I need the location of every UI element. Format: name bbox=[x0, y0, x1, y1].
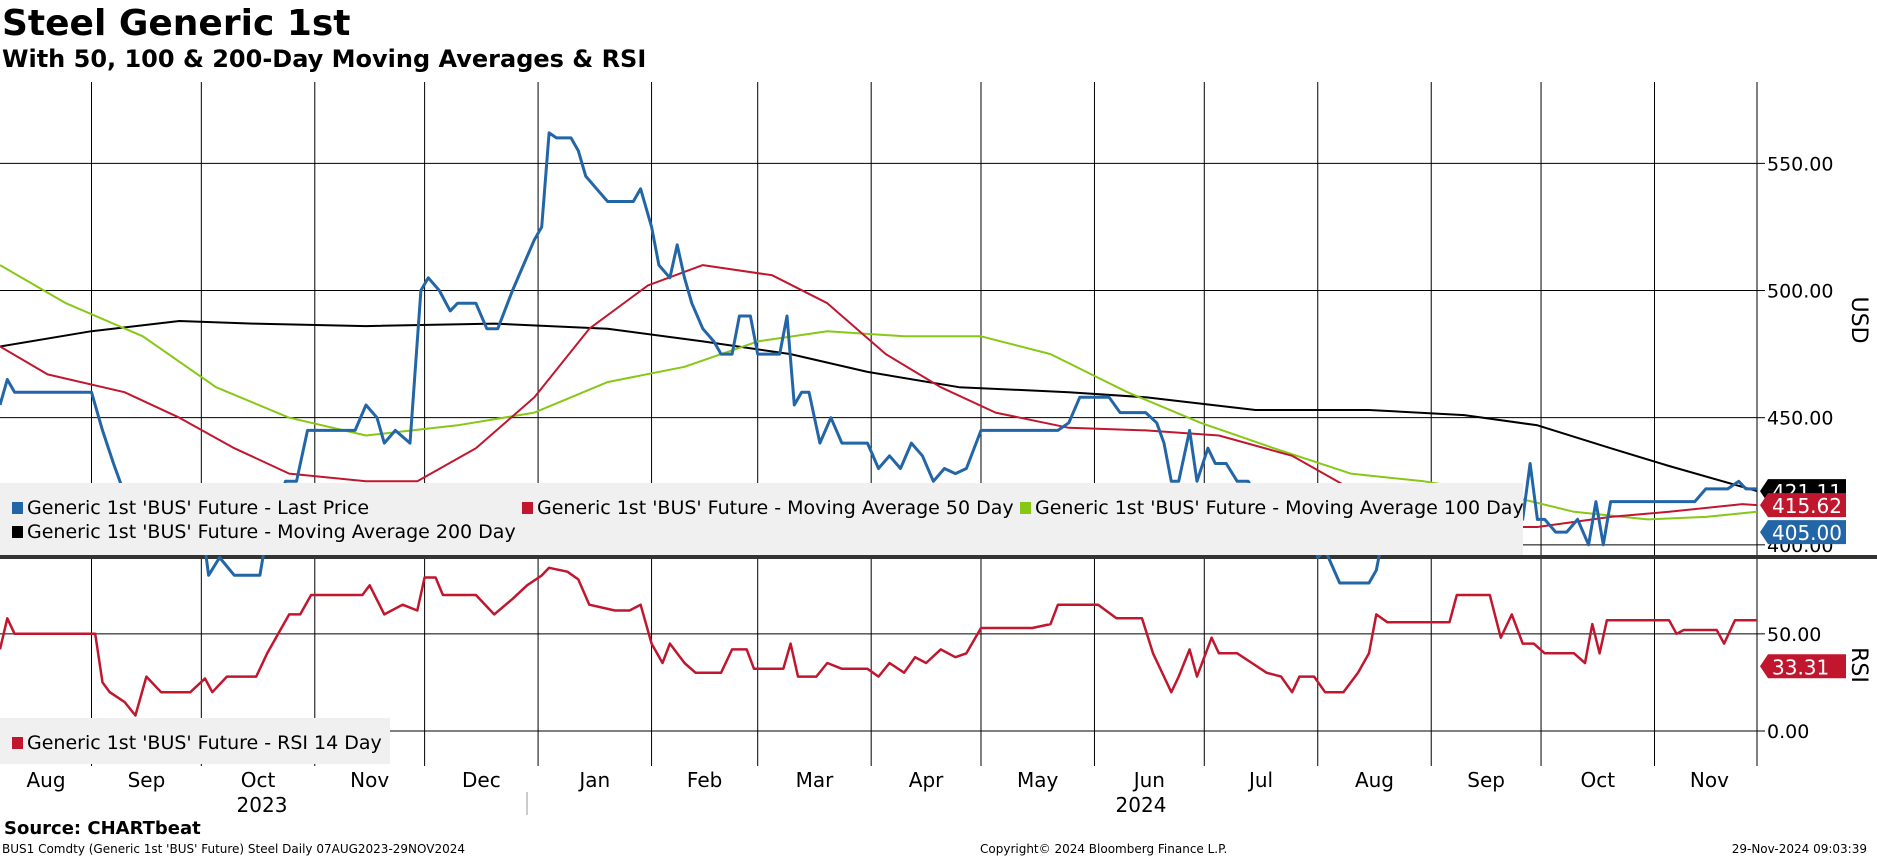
x-month-label: Feb bbox=[687, 768, 722, 792]
legend-rsi-swatch bbox=[12, 737, 23, 749]
x-month-label: Sep bbox=[1467, 768, 1505, 792]
last-price-value-tag-bg bbox=[1760, 520, 1846, 545]
x-month-label: Mar bbox=[796, 768, 835, 792]
rsi-tick-label: 0.00 bbox=[1767, 721, 1809, 743]
rsi-axis-title: RSI bbox=[1846, 647, 1871, 683]
rsi-tick-label: 50.00 bbox=[1767, 624, 1821, 646]
chart-subtitle: With 50, 100 & 200-Day Moving Averages &… bbox=[2, 45, 647, 73]
footer-copyright: Copyright© 2024 Bloomberg Finance L.P. bbox=[980, 842, 1228, 856]
x-month-label: Jul bbox=[1247, 768, 1273, 792]
price-tick-label: 550.00 bbox=[1767, 153, 1833, 175]
chart-title: Steel Generic 1st bbox=[2, 3, 351, 44]
price-tick-label: 450.00 bbox=[1767, 408, 1833, 430]
x-month-label: Nov bbox=[350, 768, 389, 792]
price-legend-box bbox=[0, 483, 1523, 555]
footer-security-info: BUS1 Comdty (Generic 1st 'BUS' Future) S… bbox=[2, 842, 465, 856]
x-month-label: May bbox=[1017, 768, 1059, 792]
price-axis-title: USD bbox=[1846, 296, 1871, 343]
x-month-label: Oct bbox=[1580, 768, 1615, 792]
legend-ma-200-swatch bbox=[12, 526, 23, 538]
x-month-label: Aug bbox=[1355, 768, 1394, 792]
panel-divider bbox=[0, 555, 1877, 559]
x-month-label: Jan bbox=[577, 768, 610, 792]
last-price-value-tag: 405.00 bbox=[1772, 521, 1842, 545]
x-month-label: Dec bbox=[462, 768, 501, 792]
x-month-label: Oct bbox=[241, 768, 276, 792]
source-note: Source: CHARTbeat bbox=[4, 818, 201, 839]
x-month-label: Sep bbox=[128, 768, 166, 792]
x-month-label: Apr bbox=[909, 768, 944, 792]
rsi-legend-box bbox=[0, 718, 390, 764]
series-line-rsi bbox=[0, 566, 1757, 717]
legend-last-price-swatch bbox=[12, 502, 23, 514]
legend-ma-50-swatch bbox=[522, 502, 533, 514]
plot-group: 400.00450.00500.00550.000.0050.00USDRSI4… bbox=[0, 82, 1877, 817]
legend-ma-200: Generic 1st 'BUS' Future - Moving Averag… bbox=[27, 521, 516, 543]
legend-rsi: Generic 1st 'BUS' Future - RSI 14 Day bbox=[27, 732, 382, 754]
x-year-label: 2024 bbox=[1116, 793, 1167, 817]
ma50-last-value-tag: 415.62 bbox=[1772, 494, 1842, 518]
x-month-label: Aug bbox=[26, 768, 65, 792]
x-month-label: Jun bbox=[1132, 768, 1165, 792]
rsi-last-value-tag-bg bbox=[1760, 654, 1846, 679]
x-year-label: 2023 bbox=[237, 793, 288, 817]
x-month-label: Nov bbox=[1690, 768, 1729, 792]
price-tick-label: 500.00 bbox=[1767, 281, 1833, 303]
legend-ma-100: Generic 1st 'BUS' Future - Moving Averag… bbox=[1035, 497, 1524, 519]
legend-ma-100-swatch bbox=[1020, 502, 1031, 514]
rsi-last-value-tag: 33.31 bbox=[1772, 655, 1829, 679]
footer-timestamp: 29-Nov-2024 09:03:39 bbox=[1731, 842, 1867, 856]
series-line-ma-200 bbox=[0, 320, 1758, 493]
ma50-last-value-tag-bg bbox=[1760, 493, 1846, 518]
series-line-ma-100 bbox=[0, 264, 1758, 521]
legend-last-price: Generic 1st 'BUS' Future - Last Price bbox=[27, 497, 369, 519]
legend-ma-50: Generic 1st 'BUS' Future - Moving Averag… bbox=[537, 497, 1014, 519]
